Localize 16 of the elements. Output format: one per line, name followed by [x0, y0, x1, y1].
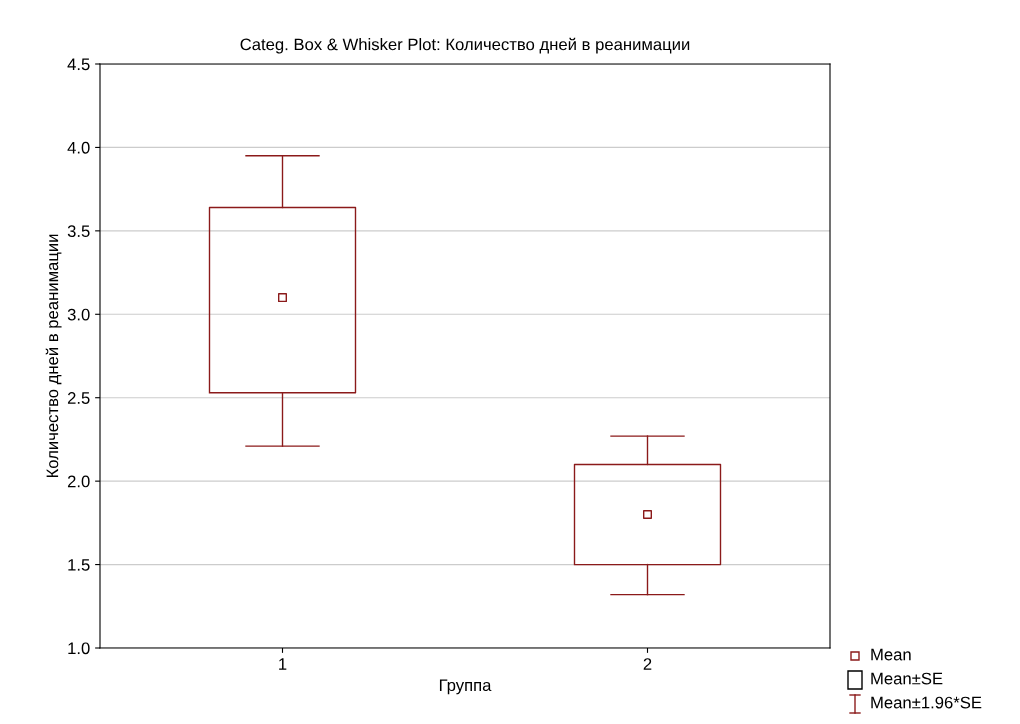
x-tick-label: 2: [643, 658, 652, 670]
y-tick-label: 3.0: [67, 308, 90, 321]
text: Mean±SE: [871, 672, 943, 685]
y-tick-label: 4.5: [67, 58, 90, 71]
x-tick-label: 1: [279, 658, 287, 670]
y-tick-label: 2.5: [67, 392, 90, 404]
chart-title: Categ. Box & Whisker Plot: Количество дней в реанимации: [240, 37, 690, 54]
y-axis-title: Количество дней в реанимации: [45, 234, 62, 478]
x-axis-title: Группа: [439, 679, 492, 695]
text: Mean±1.96*SE: [871, 696, 982, 709]
y-tick-label: 1.5: [68, 559, 90, 571]
y-tick-label: 3.5: [67, 225, 90, 238]
text: Mean: [871, 648, 911, 661]
y-tick-label: 4.0: [67, 141, 90, 154]
y-tick-label: 2.0: [67, 475, 90, 488]
y-tick-label: 1.0: [68, 642, 90, 655]
